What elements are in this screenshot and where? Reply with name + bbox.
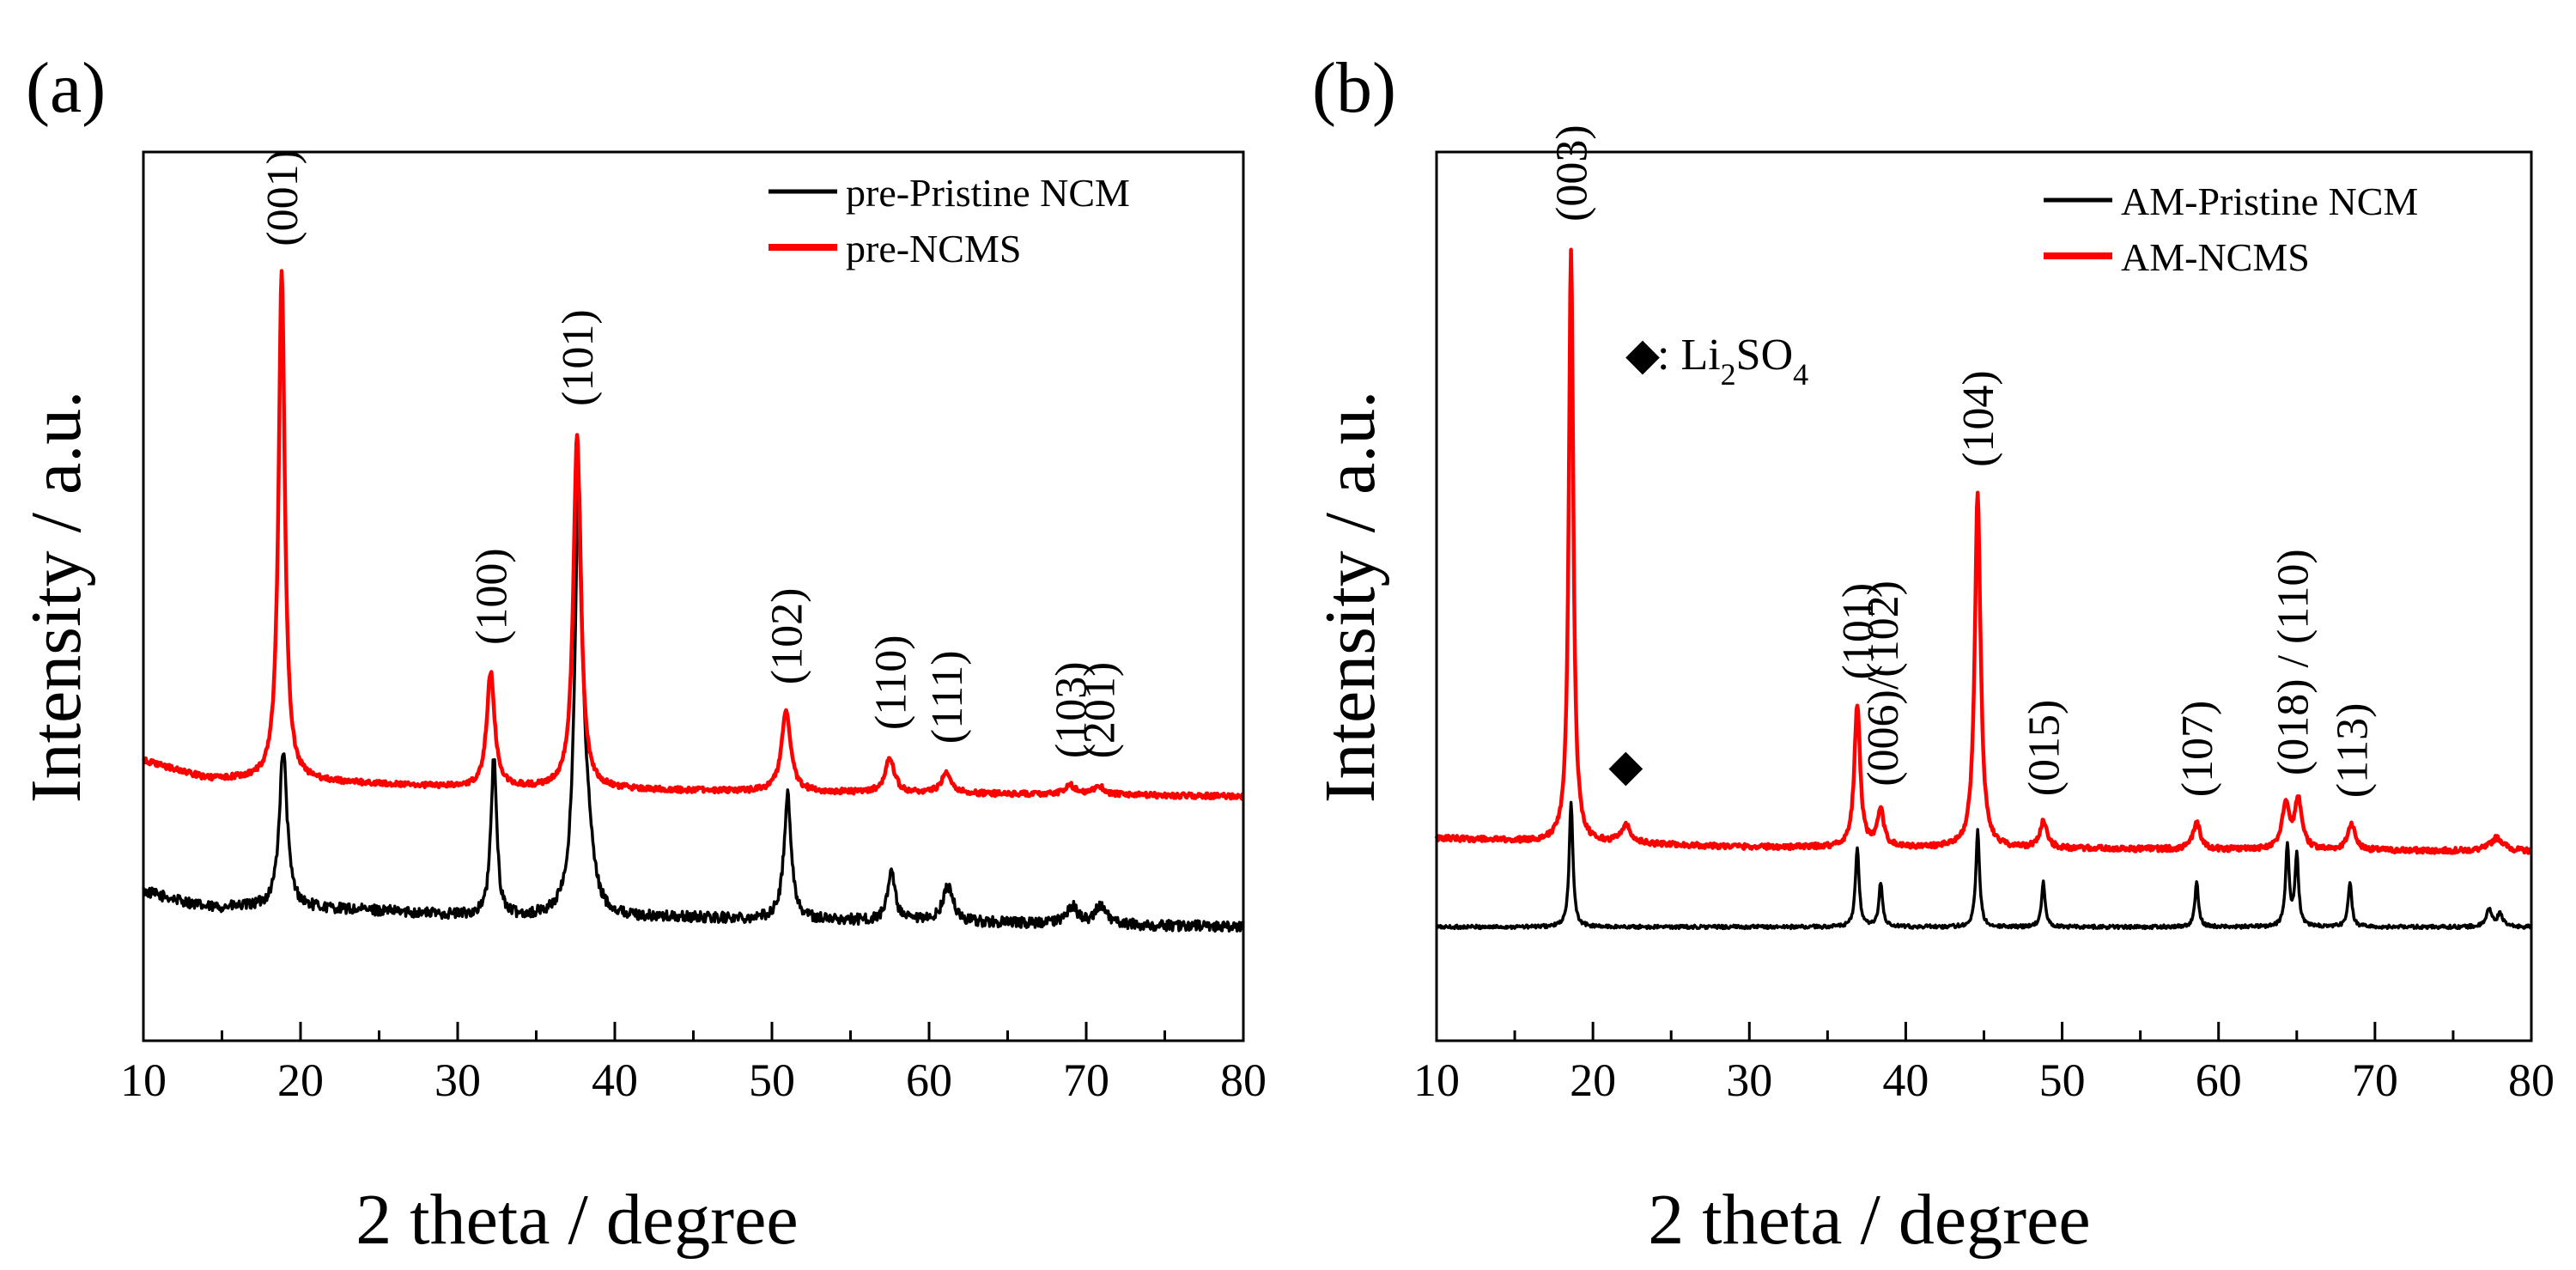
panel-b-y-axis-title: Intensity / a.u.	[1310, 391, 1390, 804]
panel-a-peak-label: (201)	[1076, 662, 1125, 759]
panel-a-x-tick-label: 40	[592, 1054, 638, 1106]
li2so4-note-text: : Li2SO4	[1657, 331, 1808, 392]
panel-a-x-tick-label: 60	[906, 1054, 952, 1106]
li2so4-note-prefix: : Li	[1657, 331, 1721, 380]
panel-a-peak-label: (102)	[763, 588, 812, 685]
panel-a-peak-label: (001)	[258, 149, 307, 246]
panel-a-legend-label-2: pre-NCMS	[846, 227, 1021, 270]
panel-b-x-tick-label: 10	[1413, 1054, 1460, 1106]
panel-b-x-tick-label: 60	[2196, 1054, 2242, 1106]
panel-a-peak-label: (101)	[554, 309, 603, 406]
panel-a-peak-label: (100)	[467, 548, 516, 645]
panel-a-legend: pre-Pristine NCM pre-NCMS	[769, 171, 1130, 270]
panel-b-curves	[1434, 247, 2533, 931]
panel-a-series-1-line	[142, 483, 1245, 933]
panel-a-curves	[141, 269, 1245, 933]
panel-b: (b) (003) (101)(006)/(102) (104) (015) (107)…	[1310, 48, 2555, 1260]
panel-b-x-ticks	[1435, 1022, 2533, 1041]
panel-b-peak-label: (006)/(102)	[1859, 580, 1908, 787]
li2so4-note-diamond-icon: ◆	[1625, 331, 1660, 380]
panel-b-peak-label: (107)	[2173, 701, 2222, 798]
panel-a-x-tick-label: 70	[1063, 1054, 1109, 1106]
li2so4-note-mid: SO	[1736, 331, 1793, 380]
panel-a-peak-label: (103)	[1048, 661, 1097, 758]
panel-a-x-tick-label: 80	[1220, 1054, 1267, 1106]
panel-a-y-axis-title: Intensity / a.u.	[16, 391, 96, 804]
panel-a-peak-label: (111)	[923, 650, 972, 744]
li2so4-note-sub2: 4	[1793, 357, 1808, 392]
panel-b-letter: (b)	[1312, 48, 1396, 128]
panel-a-peak-label: (110)	[866, 635, 915, 730]
panel-b-peak-label: (101)	[1834, 583, 1883, 680]
panel-a-series-2-line	[141, 269, 1245, 801]
panel-a-x-tick-label: 10	[120, 1054, 167, 1106]
panel-b-x-tick-label: 30	[1726, 1054, 1772, 1106]
panel-b-peak-label: (015)	[2020, 700, 2069, 797]
panel-a-x-tick-label: 20	[277, 1054, 324, 1106]
panel-b-legend: AM-Pristine NCM AM-NCMS	[2044, 179, 2418, 279]
panel-b-peak-label: (018) / (110)	[2269, 549, 2318, 775]
li2so4-peak-marker-icon: ◆	[1608, 742, 1643, 791]
panel-b-plot-frame	[1435, 150, 2533, 1042]
panel-b-legend-label-1: AM-Pristine NCM	[2121, 179, 2418, 223]
panel-a-letter: (a)	[26, 48, 106, 128]
panel-a-x-tick-labels: 10 20 30 40 50 60 70 80	[120, 1054, 1267, 1106]
panel-b-x-axis-title: 2 theta / degree	[1648, 1180, 2090, 1260]
panel-a-x-tick-label: 50	[749, 1054, 795, 1106]
panel-a-x-axis-title: 2 theta / degree	[355, 1180, 798, 1260]
panel-b-peak-label: (113)	[2329, 703, 2378, 799]
panel-b-x-tick-label: 20	[1570, 1054, 1616, 1106]
panel-a-x-ticks	[142, 1022, 1245, 1041]
li2so4-note-sub1: 2	[1721, 357, 1736, 392]
panel-b-peak-label: (104)	[1954, 370, 2003, 467]
panel-b-li2so4-note: ◆ : Li2SO4	[1625, 331, 1808, 392]
panel-b-x-tick-label: 80	[2508, 1054, 2555, 1106]
panel-a-legend-label-1: pre-Pristine NCM	[846, 171, 1130, 215]
panel-a-x-tick-label: 30	[434, 1054, 481, 1106]
panel-b-x-tick-label: 50	[2039, 1054, 2086, 1106]
panel-a-peak-labels: (001) (100) (101) (102) (110) (111) (103)(201)	[258, 149, 1125, 758]
panel-b-peak-label: (003)	[1548, 125, 1597, 222]
panel-b-x-tick-label: 70	[2352, 1054, 2398, 1106]
panel-b-series-2-line	[1434, 247, 2533, 855]
panel-b-peak-labels: (003) (101)(006)/(102) (104) (015) (107) (018…	[1548, 125, 2378, 798]
panel-b-series-1-line	[1435, 800, 2533, 931]
panel-a: (a) (001) (100) (101) (102) (110) (111) (103)(…	[16, 48, 1267, 1260]
panel-b-legend-label-2: AM-NCMS	[2121, 235, 2310, 279]
panel-b-x-tick-labels: 10 20 30 40 50 60 70 80	[1413, 1054, 2555, 1106]
panel-b-x-tick-label: 40	[1882, 1054, 1929, 1106]
